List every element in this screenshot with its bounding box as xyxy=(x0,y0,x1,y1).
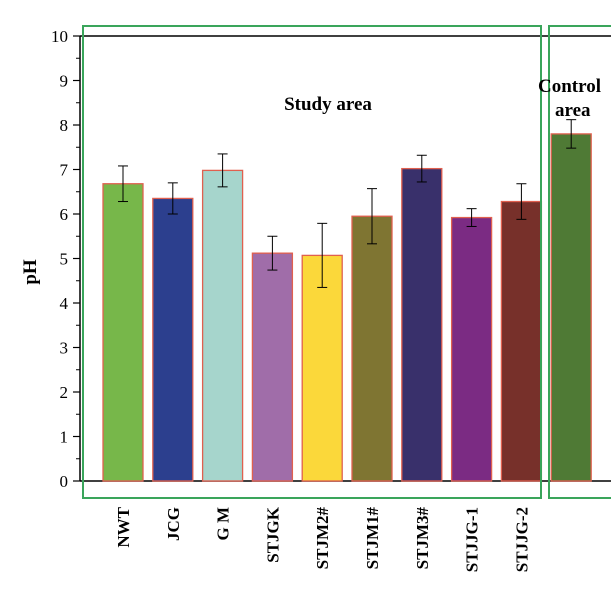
x-category-label: STJJG-1 xyxy=(463,507,482,572)
x-category-label: G M xyxy=(214,507,233,541)
bar xyxy=(152,197,194,482)
bars-group xyxy=(102,133,592,482)
bar xyxy=(102,183,144,482)
y-tick-label: 5 xyxy=(60,250,69,269)
y-axis-label: pH xyxy=(20,259,41,285)
y-tick-label: 2 xyxy=(60,383,69,402)
control-area-label-line2: area xyxy=(555,100,591,121)
x-category-label: STJM1# xyxy=(363,507,382,570)
bar xyxy=(450,216,493,482)
y-tick-label: 10 xyxy=(51,27,68,46)
category-labels: NWT JCG G M STJGK STJM2# STJM1# STJM3# STJJG-1 S… xyxy=(114,506,531,572)
error-bars-group xyxy=(118,119,577,288)
y-tick-label: 9 xyxy=(60,72,69,91)
study-area-frame xyxy=(82,25,542,499)
study-area-label: Study area xyxy=(284,94,372,115)
bar xyxy=(550,133,592,482)
y-tick-label: 6 xyxy=(60,205,69,224)
y-ticks: 0 1 2 3 4 5 6 7 8 9 10 xyxy=(51,27,80,491)
y-tick-label: 7 xyxy=(60,161,69,180)
x-category-label: STJGK xyxy=(263,506,282,563)
bar xyxy=(401,167,443,482)
control-area-frame xyxy=(548,25,611,499)
bar xyxy=(201,169,244,482)
x-category-label: NWT xyxy=(114,506,133,547)
x-category-label: JCG xyxy=(164,507,183,541)
x-category-label: STJJG-2 xyxy=(512,507,531,572)
y-tick-label: 1 xyxy=(60,428,69,447)
y-tick-label: 4 xyxy=(60,294,69,313)
bar xyxy=(251,252,294,482)
bar xyxy=(500,200,543,482)
control-area-label-line1: Control xyxy=(538,76,601,97)
x-category-label: STJM2# xyxy=(313,507,332,570)
x-category-label: STJM3# xyxy=(413,507,432,570)
y-tick-label: 3 xyxy=(60,339,69,358)
bar xyxy=(351,215,393,482)
bar xyxy=(301,254,343,482)
y-tick-label: 0 xyxy=(60,472,69,491)
y-tick-label: 8 xyxy=(60,116,69,135)
